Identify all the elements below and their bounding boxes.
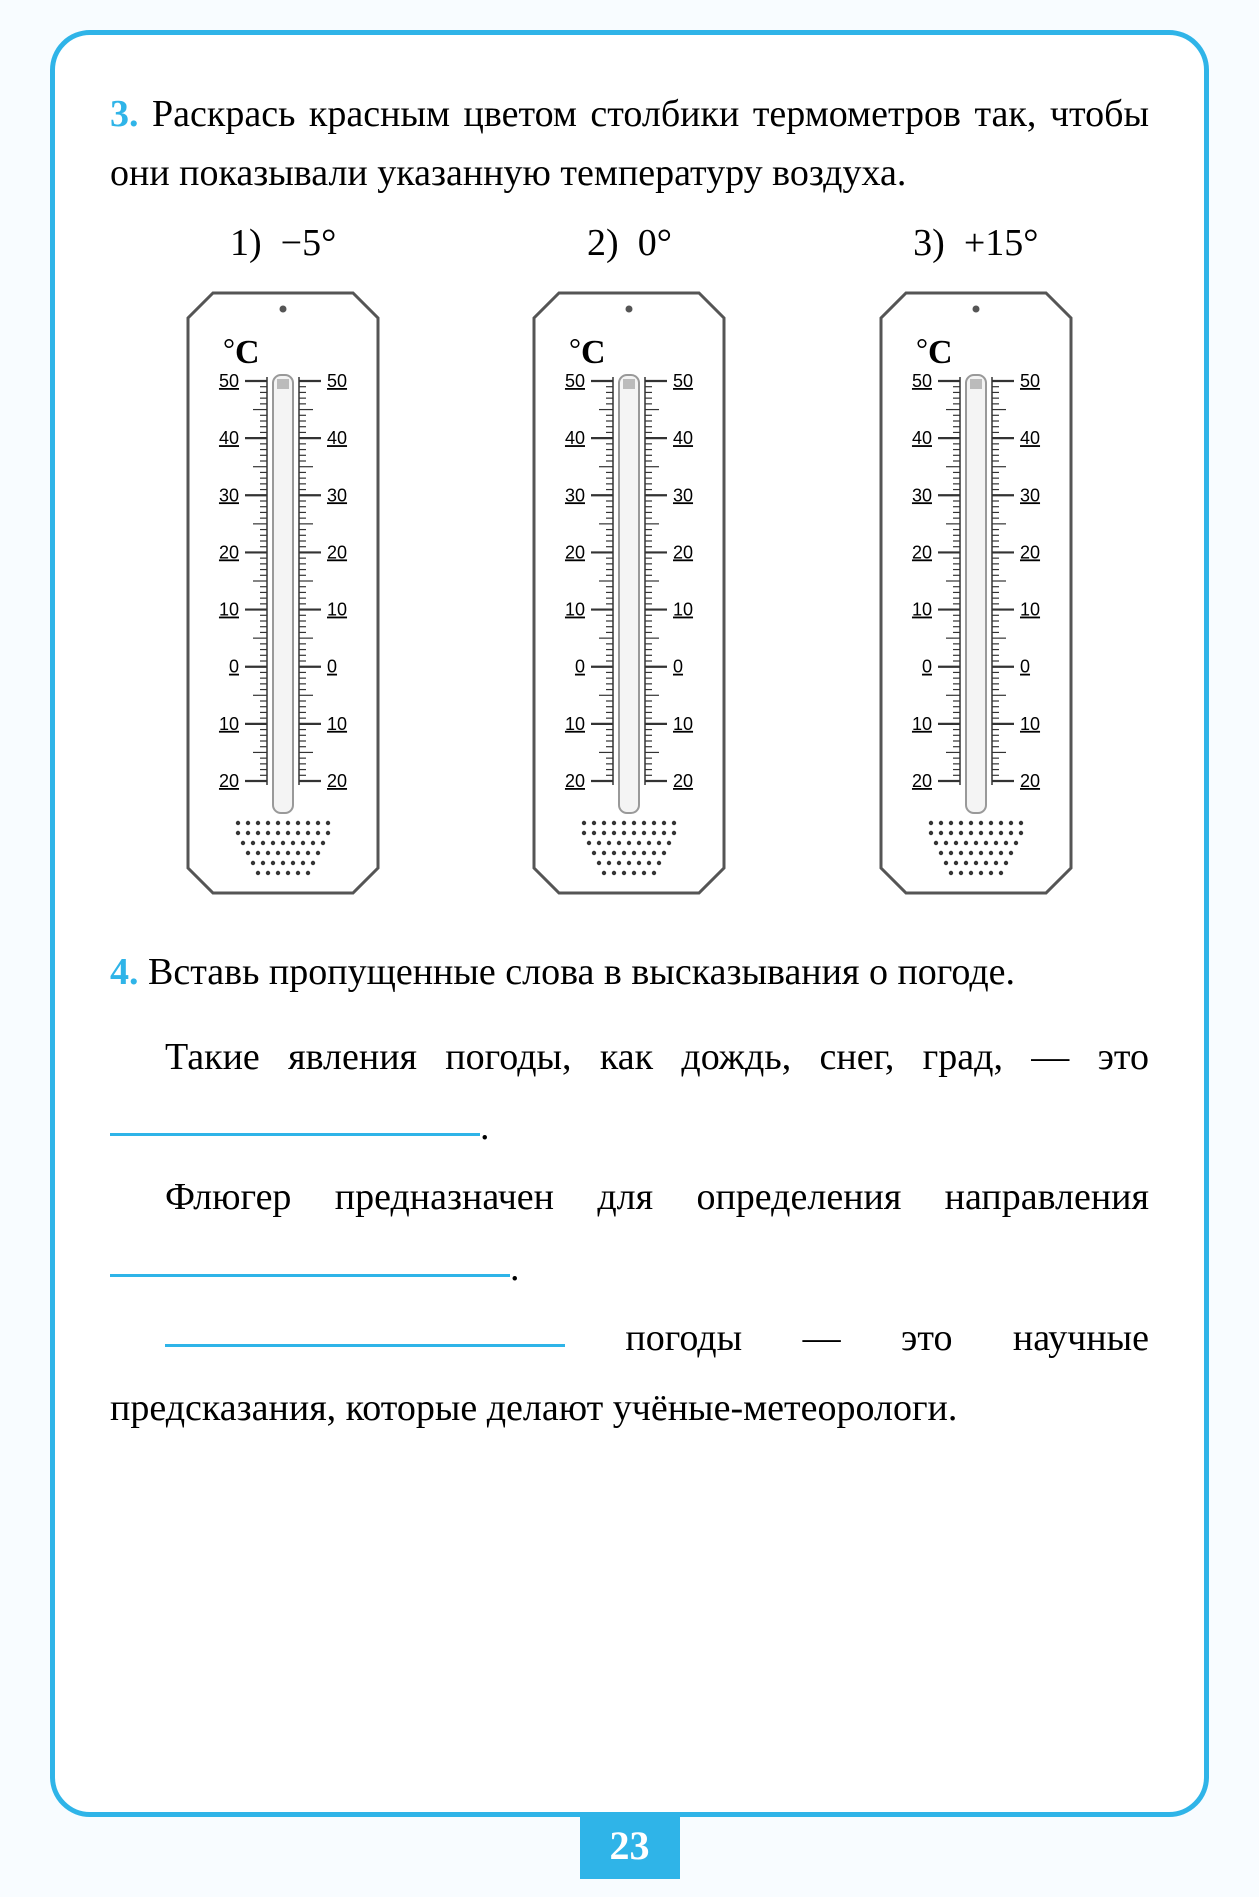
task4-s2a: Флюгер предназначен для определе­ния нап… (165, 1176, 1149, 1218)
thermometer-diagram: °C505040403030202010100010102020 (173, 283, 393, 908)
svg-text:10: 10 (327, 599, 347, 619)
svg-text:0: 0 (229, 656, 239, 676)
svg-text:10: 10 (1020, 599, 1040, 619)
svg-text:10: 10 (219, 714, 239, 734)
thermometer-label: 3) +15° (913, 221, 1038, 265)
svg-text:°: ° (223, 333, 235, 366)
page-number: 23 (580, 1812, 680, 1879)
svg-text:20: 20 (673, 771, 693, 791)
svg-text:30: 30 (1020, 485, 1040, 505)
svg-text:40: 40 (912, 428, 932, 448)
svg-text:0: 0 (327, 656, 337, 676)
svg-text:0: 0 (575, 656, 585, 676)
task4-number: 4. (110, 951, 139, 993)
svg-text:50: 50 (1020, 371, 1040, 391)
thermometer-row: 1) −5°°C5050404030302020101000101020202)… (110, 221, 1149, 908)
svg-text:0: 0 (922, 656, 932, 676)
svg-text:20: 20 (327, 771, 347, 791)
svg-text:20: 20 (673, 542, 693, 562)
svg-text:10: 10 (1020, 714, 1040, 734)
thermometer-diagram: °C505040403030202010100010102020 (519, 283, 739, 908)
svg-text:10: 10 (912, 599, 932, 619)
svg-text:20: 20 (912, 771, 932, 791)
svg-text:C: C (581, 334, 606, 371)
svg-text:20: 20 (219, 542, 239, 562)
thermometer-item: 2) 0°°C505040403030202010100010102020 (519, 221, 739, 908)
svg-text:50: 50 (565, 371, 585, 391)
svg-text:10: 10 (912, 714, 932, 734)
svg-text:10: 10 (327, 714, 347, 734)
svg-text:°: ° (569, 333, 581, 366)
thermometer-item: 1) −5°°C505040403030202010100010102020 (173, 221, 393, 908)
svg-text:20: 20 (1020, 771, 1040, 791)
svg-text:10: 10 (673, 714, 693, 734)
task3-text: Раскрась красным цветом столбики термо­м… (110, 93, 1149, 194)
svg-text:C: C (235, 334, 260, 371)
task3-number: 3. (110, 93, 139, 135)
svg-text:50: 50 (327, 371, 347, 391)
svg-text:30: 30 (912, 485, 932, 505)
svg-text:10: 10 (565, 599, 585, 619)
svg-text:20: 20 (912, 542, 932, 562)
svg-text:C: C (928, 334, 953, 371)
svg-text:20: 20 (565, 771, 585, 791)
svg-text:10: 10 (673, 599, 693, 619)
svg-text:30: 30 (219, 485, 239, 505)
svg-text:40: 40 (327, 428, 347, 448)
page-number-wrap: 23 (0, 1812, 1259, 1879)
svg-text:30: 30 (327, 485, 347, 505)
svg-text:0: 0 (1020, 656, 1030, 676)
svg-text:50: 50 (912, 371, 932, 391)
thermometer-label: 2) 0° (587, 221, 672, 265)
blank-3[interactable] (165, 1309, 565, 1347)
task4-intro: Вставь пропущенные слова в высказывания … (148, 951, 1015, 993)
svg-text:°: ° (916, 333, 928, 366)
task4-intro-paragraph: 4. Вставь пропущенные слова в высказыван… (110, 943, 1149, 1002)
svg-text:20: 20 (219, 771, 239, 791)
task-3: 3. Раскрась красным цветом столбики терм… (110, 85, 1149, 908)
task4-s1a: Такие явления погоды, как дождь, снег, г… (165, 1036, 1149, 1078)
svg-text:50: 50 (673, 371, 693, 391)
thermometer-item: 3) +15°°C505040403030202010100010102020 (866, 221, 1086, 908)
svg-text:10: 10 (565, 714, 585, 734)
svg-text:10: 10 (219, 599, 239, 619)
svg-text:20: 20 (1020, 542, 1040, 562)
thermometer-diagram: °C505040403030202010100010102020 (866, 283, 1086, 908)
svg-text:40: 40 (1020, 428, 1040, 448)
blank-1[interactable] (110, 1098, 480, 1136)
svg-text:40: 40 (565, 428, 585, 448)
page-border: 3. Раскрась красным цветом столбики терм… (50, 30, 1209, 1817)
blank-2[interactable] (110, 1239, 510, 1277)
svg-text:30: 30 (673, 485, 693, 505)
task-4: 4. Вставь пропущенные слова в высказыван… (110, 943, 1149, 1444)
thermometer-label: 1) −5° (230, 221, 336, 265)
svg-text:50: 50 (219, 371, 239, 391)
svg-text:40: 40 (673, 428, 693, 448)
task3-paragraph: 3. Раскрась красным цветом столбики терм… (110, 85, 1149, 203)
svg-text:20: 20 (327, 542, 347, 562)
svg-text:0: 0 (673, 656, 683, 676)
svg-text:20: 20 (565, 542, 585, 562)
svg-text:30: 30 (565, 485, 585, 505)
svg-text:40: 40 (219, 428, 239, 448)
task4-body: Такие явления погоды, как дождь, снег, г… (110, 1022, 1149, 1444)
